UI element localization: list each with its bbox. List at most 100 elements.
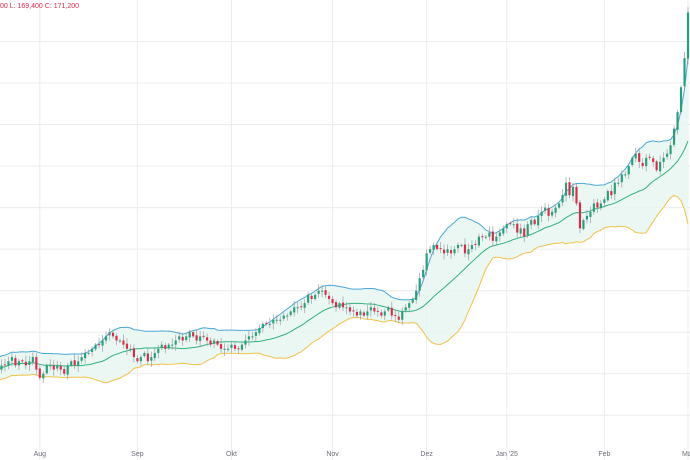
candle-body [477, 236, 480, 246]
candle [345, 301, 348, 315]
candle-body [348, 307, 352, 312]
candle-body [491, 231, 494, 241]
candle-body [575, 186, 578, 204]
candle-body [544, 207, 547, 211]
candle [303, 299, 306, 314]
candle-body [192, 332, 195, 337]
candle [603, 196, 606, 208]
candle-body [672, 128, 676, 145]
candle-body [460, 244, 463, 246]
candle [481, 233, 484, 242]
candle [442, 244, 446, 260]
candle-body [188, 332, 191, 338]
candle-body [97, 344, 101, 346]
candle-body [240, 344, 244, 350]
candle [425, 249, 428, 276]
candle-body [345, 307, 348, 309]
bollinger-bands [0, 57, 689, 384]
candle-body [87, 352, 90, 354]
candle-body [669, 145, 672, 155]
candle-body [422, 269, 425, 278]
candle [174, 335, 177, 351]
candle [418, 272, 421, 297]
candle-body [282, 315, 285, 319]
candle-body [31, 357, 34, 363]
candle [509, 221, 512, 226]
candle-body [56, 365, 59, 369]
candle-body [171, 344, 174, 346]
candle-body [0, 365, 3, 370]
candle [380, 309, 383, 318]
candle-body [324, 290, 327, 295]
candle [557, 201, 561, 210]
candle [164, 342, 167, 354]
candle-body [157, 348, 160, 353]
x-tick-label: Okt [226, 451, 237, 458]
candle-body [94, 344, 97, 350]
candle [449, 246, 453, 259]
candle [38, 365, 41, 381]
candle [307, 291, 310, 306]
candle [282, 312, 285, 322]
candle [125, 338, 129, 355]
candle [662, 152, 665, 169]
candle-body [104, 336, 108, 341]
candle [631, 156, 634, 167]
candle [171, 338, 174, 350]
candle [178, 331, 181, 343]
candle [373, 303, 376, 315]
candle [429, 245, 432, 256]
candle [436, 243, 439, 251]
candle [620, 170, 623, 188]
candle [338, 301, 341, 310]
candle [561, 189, 564, 207]
candle-body [146, 353, 149, 362]
candle-body [679, 87, 683, 113]
candle-body [470, 244, 474, 250]
candle [237, 345, 240, 354]
candle-body [666, 153, 669, 157]
candle-body [355, 311, 359, 316]
candle [212, 338, 216, 349]
candle-body [456, 244, 460, 249]
candle-body [216, 340, 219, 345]
candle-body [77, 361, 80, 366]
candle [679, 85, 683, 114]
candle-body [178, 336, 181, 340]
candle-body [101, 340, 104, 346]
candle-body [519, 228, 522, 234]
candle-body [488, 232, 491, 237]
candle-body [230, 344, 233, 348]
candle [258, 324, 261, 336]
candle-body [139, 357, 142, 362]
candle-body [80, 357, 83, 361]
candle [533, 217, 536, 226]
candle [244, 334, 247, 349]
candle-body [648, 156, 651, 158]
candle [540, 206, 543, 223]
candle [467, 243, 470, 261]
candle-body [603, 199, 606, 203]
candle-body [258, 328, 261, 334]
candle-body [118, 340, 122, 342]
candle-body [338, 303, 341, 308]
candle [453, 245, 456, 256]
candle [463, 238, 467, 258]
candle-body [380, 312, 383, 316]
candle-body [52, 365, 55, 370]
candle [672, 125, 676, 148]
candle-body [296, 307, 299, 309]
candle [390, 301, 393, 320]
candle-body [143, 352, 146, 357]
candle-body [310, 295, 313, 299]
candle [676, 109, 679, 135]
candle [80, 352, 83, 364]
x-tick-label: Feb [598, 451, 610, 458]
candle-body [683, 58, 686, 87]
candle [666, 148, 669, 160]
candle-body [390, 307, 393, 316]
x-tick-label: Mär [682, 451, 690, 458]
candle-body [129, 348, 132, 350]
candle [432, 242, 435, 255]
